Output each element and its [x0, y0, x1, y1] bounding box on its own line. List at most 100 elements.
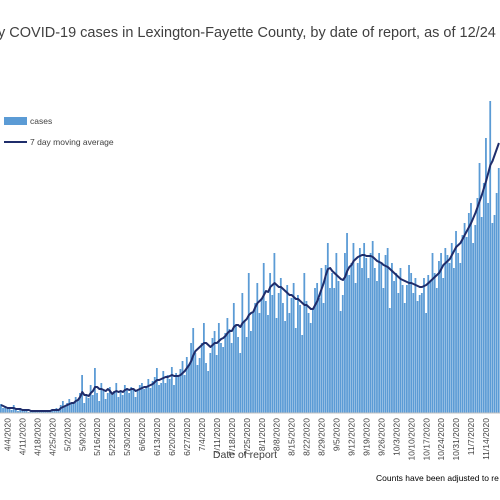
bar-cases-42 — [89, 385, 92, 413]
bar-cases-230 — [491, 223, 494, 413]
bar-cases-103 — [220, 343, 222, 413]
bar-cases-119 — [254, 303, 257, 413]
bar-cases-133 — [284, 321, 286, 413]
bar-cases-62 — [132, 389, 135, 413]
bar-cases-210 — [448, 263, 451, 413]
bar-cases-146 — [311, 308, 314, 413]
bar-cases-32 — [68, 399, 71, 413]
bar-cases-88 — [188, 365, 190, 413]
bar-cases-61 — [130, 387, 133, 413]
bar-cases-205 — [438, 261, 440, 413]
bar-cases-53 — [113, 391, 116, 413]
x-tick-label-12: 6/27/2020 — [182, 418, 192, 456]
bar-cases-196 — [418, 295, 421, 413]
bar-cases-187 — [399, 268, 402, 413]
bar-cases-184 — [393, 281, 395, 413]
bar-cases-9 — [19, 408, 22, 413]
bar-cases-31 — [66, 403, 69, 413]
bar-cases-48 — [102, 391, 105, 413]
bar-cases-52 — [111, 395, 113, 413]
bar-cases-94 — [200, 343, 203, 413]
bar-cases-72 — [153, 377, 156, 413]
bar-cases-157 — [335, 253, 338, 413]
bar-cases-86 — [183, 375, 186, 413]
bar-cases-65 — [138, 385, 141, 413]
bar-cases-117 — [250, 331, 252, 413]
bar-cases-161 — [344, 253, 346, 413]
bar-cases-138 — [294, 328, 297, 413]
bar-cases-131 — [279, 278, 282, 413]
bar-cases-98 — [209, 353, 212, 413]
x-tick-label-2: 4/18/2020 — [32, 418, 42, 456]
x-tick-label-9: 6/6/2020 — [137, 418, 147, 451]
bar-cases-166 — [354, 283, 357, 413]
bar-cases-200 — [427, 275, 430, 413]
x-tick-label-30: 10/31/2020 — [451, 418, 461, 461]
bar-cases-81 — [173, 385, 175, 413]
bar-cases-14 — [29, 411, 32, 413]
bar-cases-176 — [376, 281, 378, 413]
bar-cases-74 — [158, 385, 160, 413]
bar-cases-113 — [241, 293, 244, 413]
bar-cases-155 — [331, 273, 333, 413]
bar-cases-69 — [147, 379, 150, 413]
bar-cases-114 — [243, 321, 246, 413]
x-tick-label-3: 4/25/2020 — [47, 418, 57, 456]
bar-cases-177 — [378, 253, 380, 413]
bar-cases-84 — [179, 369, 182, 413]
bar-cases-214 — [457, 253, 460, 413]
bar-cases-128 — [273, 253, 276, 413]
bar-cases-102 — [217, 323, 220, 413]
bar-cases-151 — [322, 303, 325, 413]
bar-cases-215 — [459, 263, 462, 413]
bar-cases-87 — [185, 357, 188, 413]
bar-cases-89 — [190, 343, 192, 413]
bar-cases-195 — [416, 301, 419, 413]
bar-cases-111 — [237, 337, 239, 413]
bar-cases-75 — [160, 383, 163, 413]
bar-cases-152 — [324, 265, 327, 413]
bar-cases-143 — [305, 301, 308, 413]
bar-cases-129 — [275, 318, 278, 413]
bar-cases-3 — [6, 409, 9, 413]
x-tick-label-29: 10/24/2020 — [436, 418, 446, 461]
x-tick-label-31: 11/7/2020 — [466, 418, 476, 455]
legend-cases-swatch — [4, 117, 27, 125]
bar-cases-225 — [480, 217, 483, 413]
bar-cases-137 — [292, 283, 295, 413]
bar-cases-77 — [164, 383, 167, 413]
bar-cases-204 — [435, 288, 438, 413]
bar-cases-91 — [194, 353, 197, 413]
bar-cases-181 — [386, 248, 389, 413]
bar-cases-150 — [320, 268, 323, 413]
bar-cases-219 — [467, 213, 470, 413]
bar-cases-167 — [356, 263, 359, 413]
bar-cases-189 — [403, 303, 406, 413]
bar-cases-202 — [431, 253, 434, 413]
x-tick-label-25: 9/26/2020 — [376, 418, 386, 456]
x-tick-labels: 4/4/2020 4/11/2020 4/18/2020 4/25/2020 5/2/2… — [3, 418, 492, 461]
bar-cases-208 — [444, 248, 447, 413]
bar-cases-180 — [384, 255, 387, 413]
bar-cases-217 — [463, 223, 466, 413]
bar-cases-49 — [104, 399, 107, 413]
bar-cases-193 — [412, 293, 415, 413]
bar-cases-8 — [17, 411, 19, 413]
bar-cases-144 — [307, 313, 310, 413]
legend: cases 7 day moving average — [4, 116, 114, 147]
bar-cases-209 — [446, 255, 449, 413]
x-tick-label-20: 8/22/2020 — [302, 418, 312, 456]
bar-cases-110 — [235, 325, 237, 413]
x-tick-label-26: 10/3/2020 — [391, 418, 401, 456]
bar-cases-85 — [181, 361, 184, 413]
bar-cases-71 — [151, 381, 154, 413]
bar-cases-139 — [297, 295, 299, 413]
bar-cases-216 — [461, 235, 464, 413]
bar-cases-66 — [141, 383, 143, 413]
bar-cases-156 — [333, 288, 336, 413]
bar-cases-223 — [476, 198, 479, 413]
x-tick-label-17: 8/1/2020 — [257, 418, 267, 451]
bar-cases-227 — [485, 138, 487, 413]
bar-cases-229 — [489, 101, 492, 413]
bar-cases-160 — [341, 295, 344, 413]
